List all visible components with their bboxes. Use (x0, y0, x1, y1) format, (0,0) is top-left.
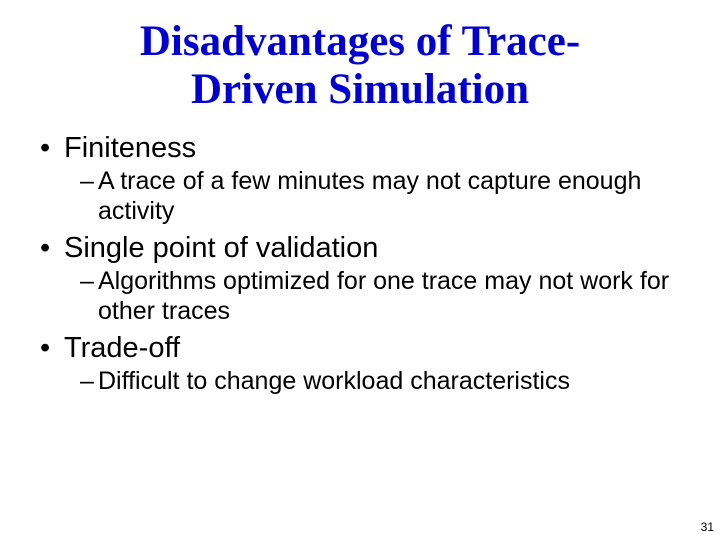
bullet-item-3: • Trade-off (36, 332, 684, 365)
subbullet-1-text: A trace of a few minutes may not capture… (98, 167, 684, 226)
dash-icon: – (80, 367, 98, 396)
bullet-3-text: Trade-off (64, 332, 684, 365)
dash-icon: – (80, 167, 98, 196)
dash-icon: – (80, 267, 98, 296)
title-line-2: Driven Simulation (191, 66, 529, 113)
bullet-list: • Finiteness – A trace of a few minutes … (36, 132, 684, 397)
bullet-dot-icon: • (36, 332, 64, 365)
bullet-item-1: • Finiteness (36, 132, 684, 165)
subbullet-item-3: – Difficult to change workload character… (36, 367, 684, 397)
page-number: 31 (701, 520, 714, 534)
title-line-1: Disadvantages of Trace- (140, 18, 580, 65)
bullet-dot-icon: • (36, 232, 64, 265)
bullet-1-text: Finiteness (64, 132, 684, 165)
bullet-2-text: Single point of validation (64, 232, 684, 265)
bullet-item-2: • Single point of validation (36, 232, 684, 265)
subbullet-item-1: – A trace of a few minutes may not captu… (36, 167, 684, 226)
bullet-dot-icon: • (36, 132, 64, 165)
slide: Disadvantages of Trace- Driven Simulatio… (0, 0, 720, 540)
slide-title: Disadvantages of Trace- Driven Simulatio… (36, 18, 684, 114)
subbullet-item-2: – Algorithms optimized for one trace may… (36, 267, 684, 326)
subbullet-2-text: Algorithms optimized for one trace may n… (98, 267, 684, 326)
subbullet-3-text: Difficult to change workload characteris… (98, 367, 684, 397)
